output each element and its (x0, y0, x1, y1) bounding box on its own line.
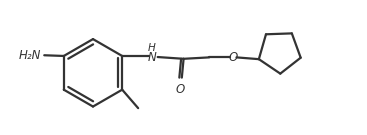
Text: O: O (176, 83, 185, 96)
Text: H₂N: H₂N (19, 49, 41, 62)
Text: H: H (148, 43, 156, 53)
Text: N: N (147, 50, 156, 64)
Text: O: O (229, 51, 238, 64)
